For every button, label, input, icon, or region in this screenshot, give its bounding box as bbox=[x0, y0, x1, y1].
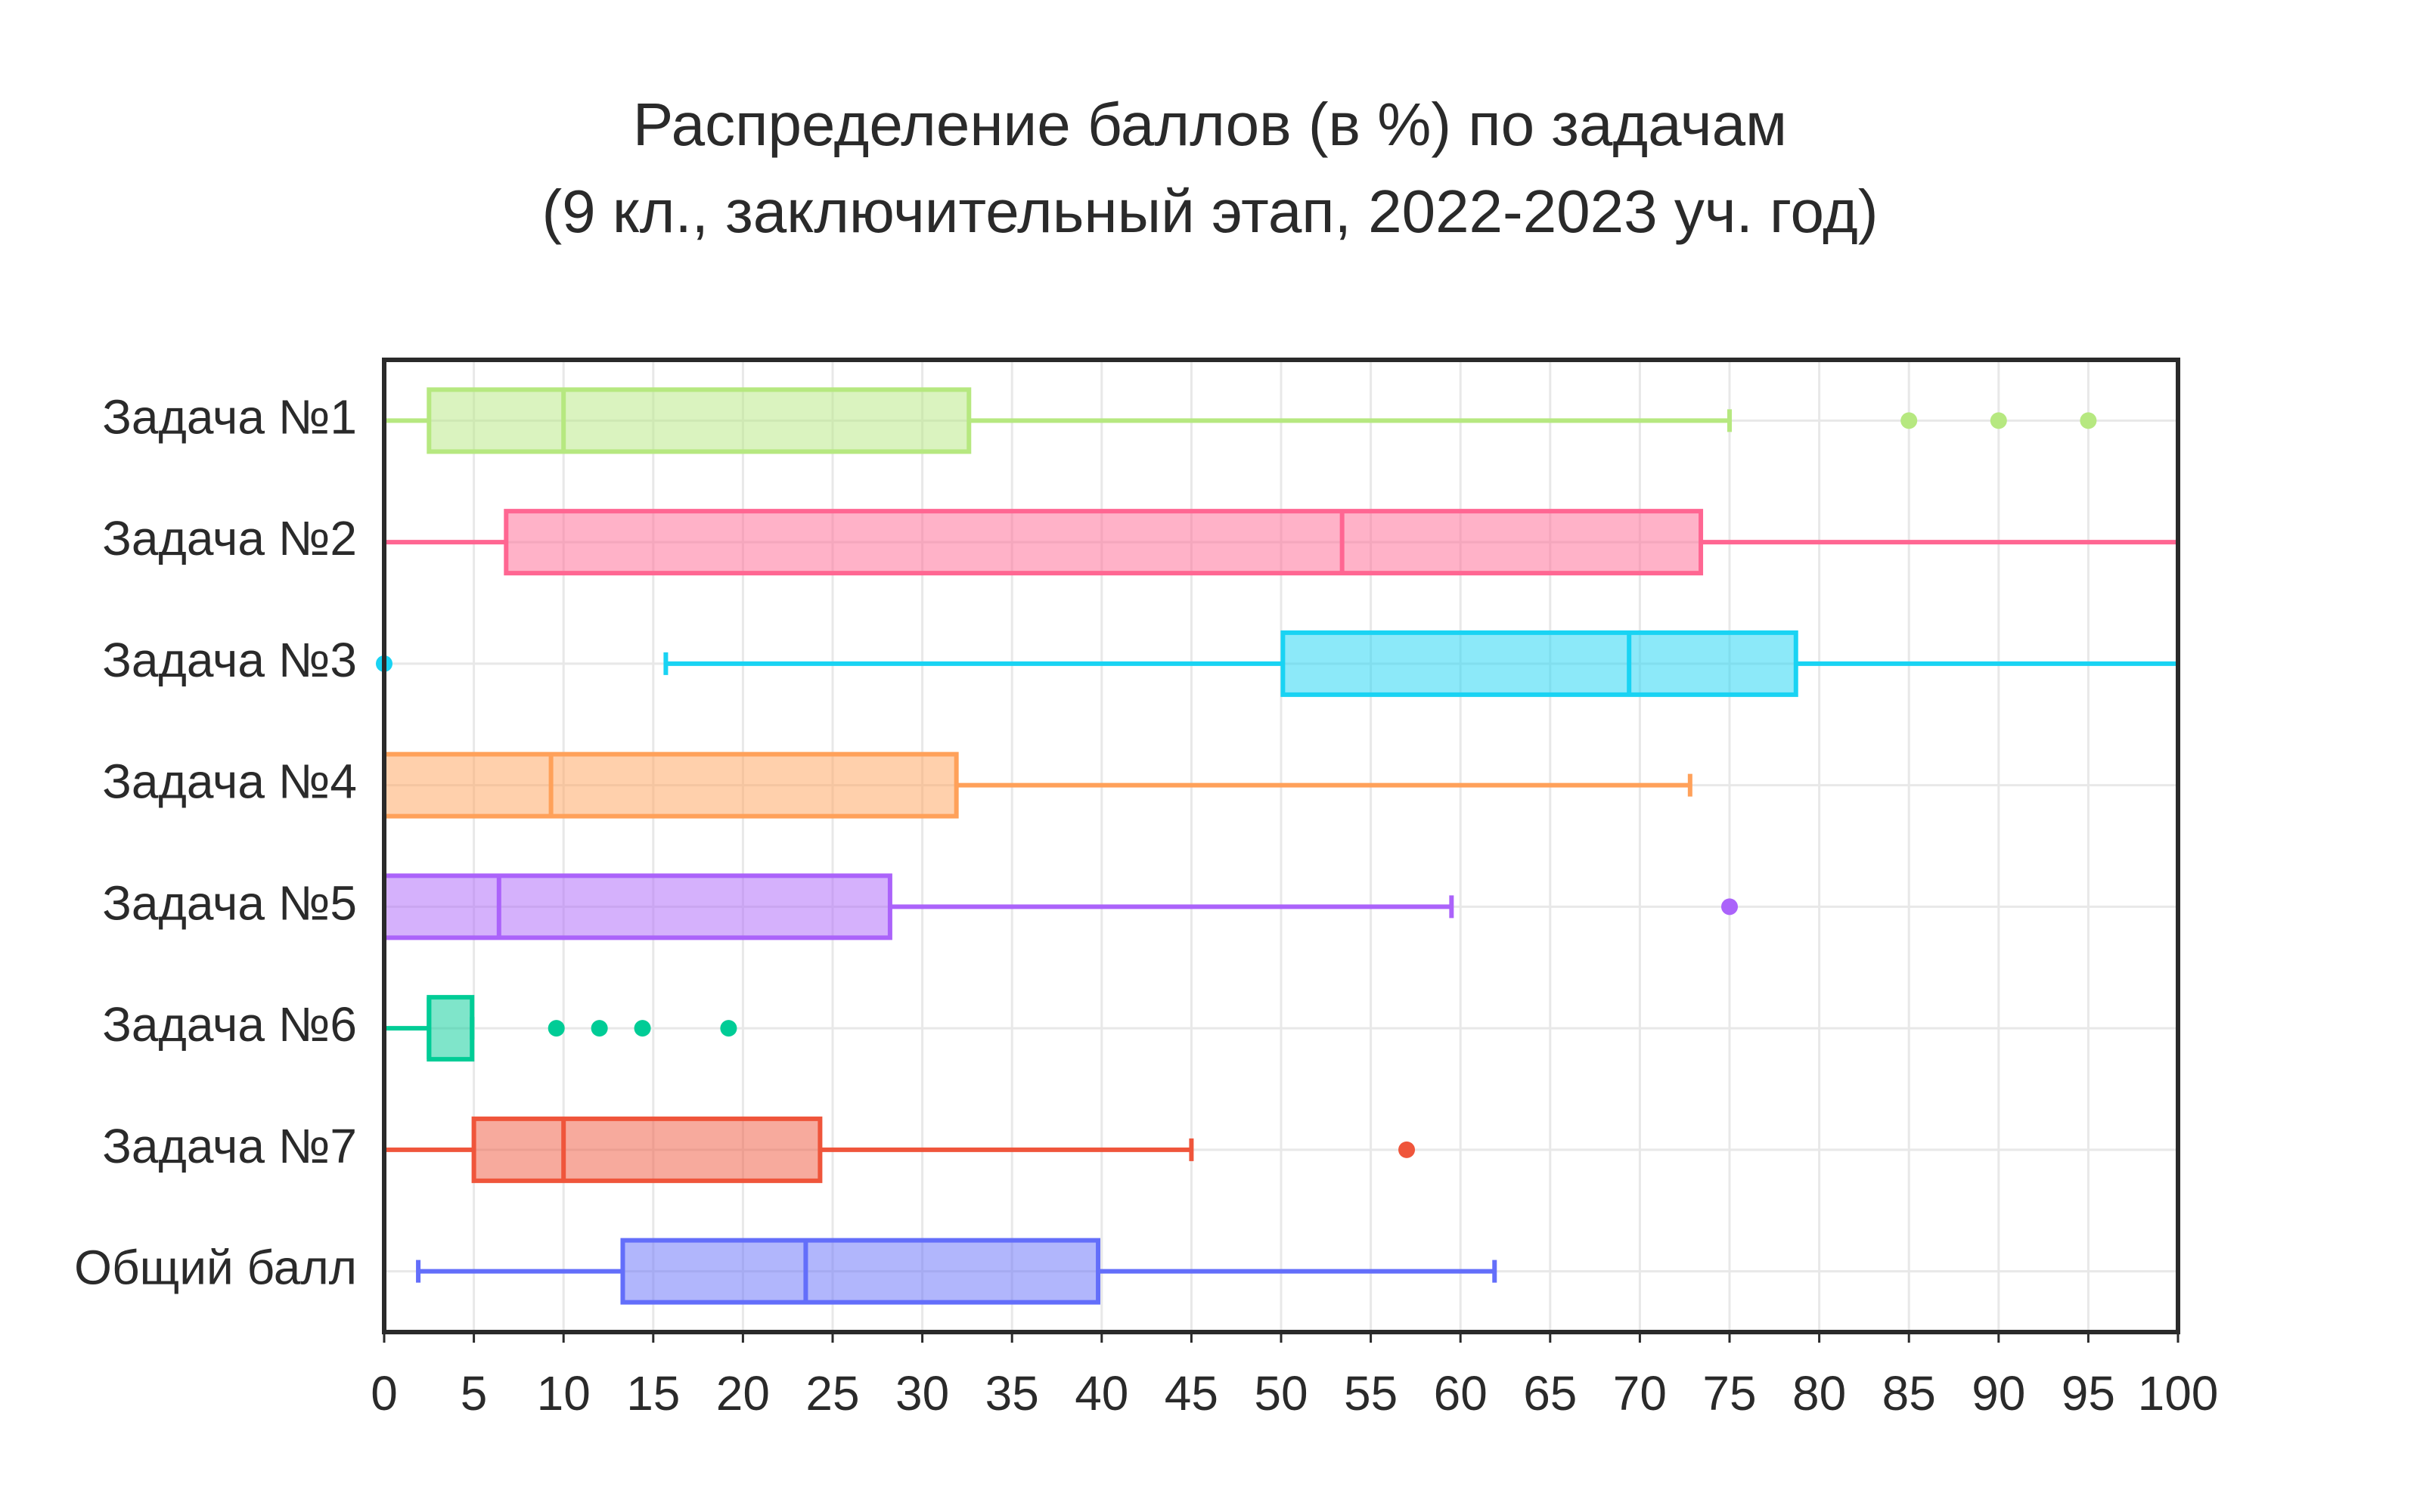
y-tick-label: Задача №5 bbox=[102, 875, 357, 930]
x-tick-label: 80 bbox=[1792, 1366, 1846, 1421]
x-tick-label: 20 bbox=[716, 1366, 770, 1421]
x-tick-label: 40 bbox=[1075, 1366, 1128, 1421]
x-tick-label: 90 bbox=[1972, 1366, 2025, 1421]
y-tick-label: Задача №6 bbox=[102, 997, 357, 1052]
box bbox=[382, 751, 959, 819]
outlier bbox=[1398, 1141, 1416, 1158]
outlier bbox=[2080, 412, 2097, 429]
x-tick-label: 45 bbox=[1165, 1366, 1218, 1421]
outlier bbox=[1900, 412, 1918, 429]
box bbox=[382, 873, 892, 940]
outlier bbox=[591, 1020, 608, 1037]
outlier bbox=[634, 1020, 651, 1037]
x-tick-label: 95 bbox=[2062, 1366, 2115, 1421]
plot-frame bbox=[382, 358, 2180, 1334]
x-tick-label: 75 bbox=[1702, 1366, 1756, 1421]
x-tick-label: 15 bbox=[626, 1366, 680, 1421]
x-tick-label: 5 bbox=[461, 1366, 488, 1421]
x-tick-label: 100 bbox=[2138, 1366, 2219, 1421]
y-tick-label: Задача №7 bbox=[102, 1119, 357, 1173]
box bbox=[504, 509, 1704, 576]
box bbox=[427, 387, 972, 454]
x-tick-label: 0 bbox=[371, 1366, 398, 1421]
outlier bbox=[1990, 412, 2007, 429]
chart-title: (9 кл., заключительный этап, 2022-2023 у… bbox=[542, 178, 1879, 245]
chart-title: Распределение баллов (в %) по задачам bbox=[633, 91, 1787, 158]
y-tick-label: Общий балл bbox=[74, 1241, 357, 1295]
x-tick-label: 65 bbox=[1523, 1366, 1577, 1421]
x-tick-label: 50 bbox=[1254, 1366, 1308, 1421]
y-tick-label: Задача №2 bbox=[102, 511, 357, 565]
x-tick-label: 30 bbox=[895, 1366, 949, 1421]
outlier bbox=[1721, 898, 1738, 916]
outlier bbox=[720, 1020, 737, 1037]
box bbox=[471, 1116, 823, 1183]
x-tick-label: 70 bbox=[1613, 1366, 1667, 1421]
x-tick-label: 35 bbox=[985, 1366, 1039, 1421]
x-tick-label: 10 bbox=[537, 1366, 591, 1421]
y-tick-label: Задача №3 bbox=[102, 633, 357, 687]
y-tick-label: Задача №1 bbox=[102, 389, 357, 444]
outlier bbox=[548, 1020, 565, 1037]
x-tick-label: 25 bbox=[805, 1366, 859, 1421]
box bbox=[1280, 630, 1798, 697]
box bbox=[427, 995, 475, 1062]
box bbox=[620, 1238, 1101, 1305]
x-tick-label: 60 bbox=[1434, 1366, 1488, 1421]
x-tick-label: 55 bbox=[1344, 1366, 1398, 1421]
x-tick-label: 85 bbox=[1882, 1366, 1936, 1421]
y-tick-label: Задача №4 bbox=[102, 754, 357, 809]
